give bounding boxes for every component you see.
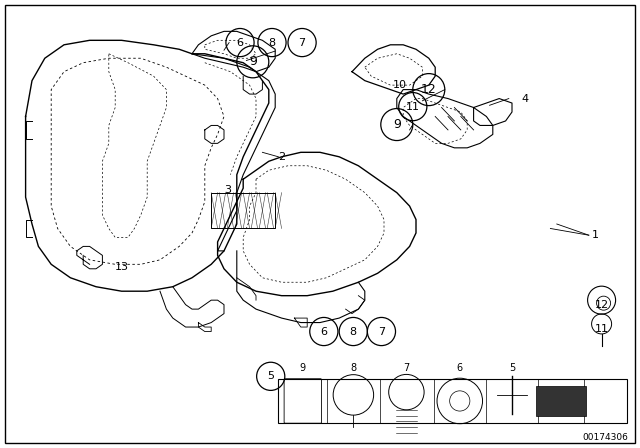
Text: 8: 8 [268, 38, 276, 47]
Text: 5: 5 [268, 371, 274, 381]
Text: 4: 4 [521, 94, 529, 103]
Text: 9: 9 [393, 118, 401, 131]
Text: 3: 3 [224, 185, 230, 195]
Text: 6: 6 [321, 327, 327, 336]
Text: 7: 7 [298, 38, 306, 47]
Text: 8: 8 [349, 327, 357, 336]
Text: 5: 5 [509, 362, 515, 373]
Text: 10: 10 [393, 80, 407, 90]
Text: 9: 9 [300, 362, 306, 373]
Text: 7: 7 [378, 327, 385, 336]
Text: 00174306: 00174306 [582, 433, 628, 442]
Text: 12: 12 [595, 300, 609, 310]
Bar [536, 386, 586, 416]
Text: 1: 1 [592, 230, 598, 240]
Text: 9: 9 [249, 55, 257, 69]
Bar [278, 379, 627, 423]
Text: 13: 13 [115, 262, 129, 271]
Text: 6: 6 [237, 38, 243, 47]
Text: 6: 6 [457, 362, 463, 373]
Text: 8: 8 [350, 362, 356, 373]
Text: 7: 7 [403, 362, 410, 373]
Text: 11: 11 [406, 102, 420, 112]
Text: 11: 11 [595, 324, 609, 334]
Text: 12: 12 [421, 83, 436, 96]
Text: 2: 2 [278, 152, 285, 162]
Bar [211, 193, 275, 228]
